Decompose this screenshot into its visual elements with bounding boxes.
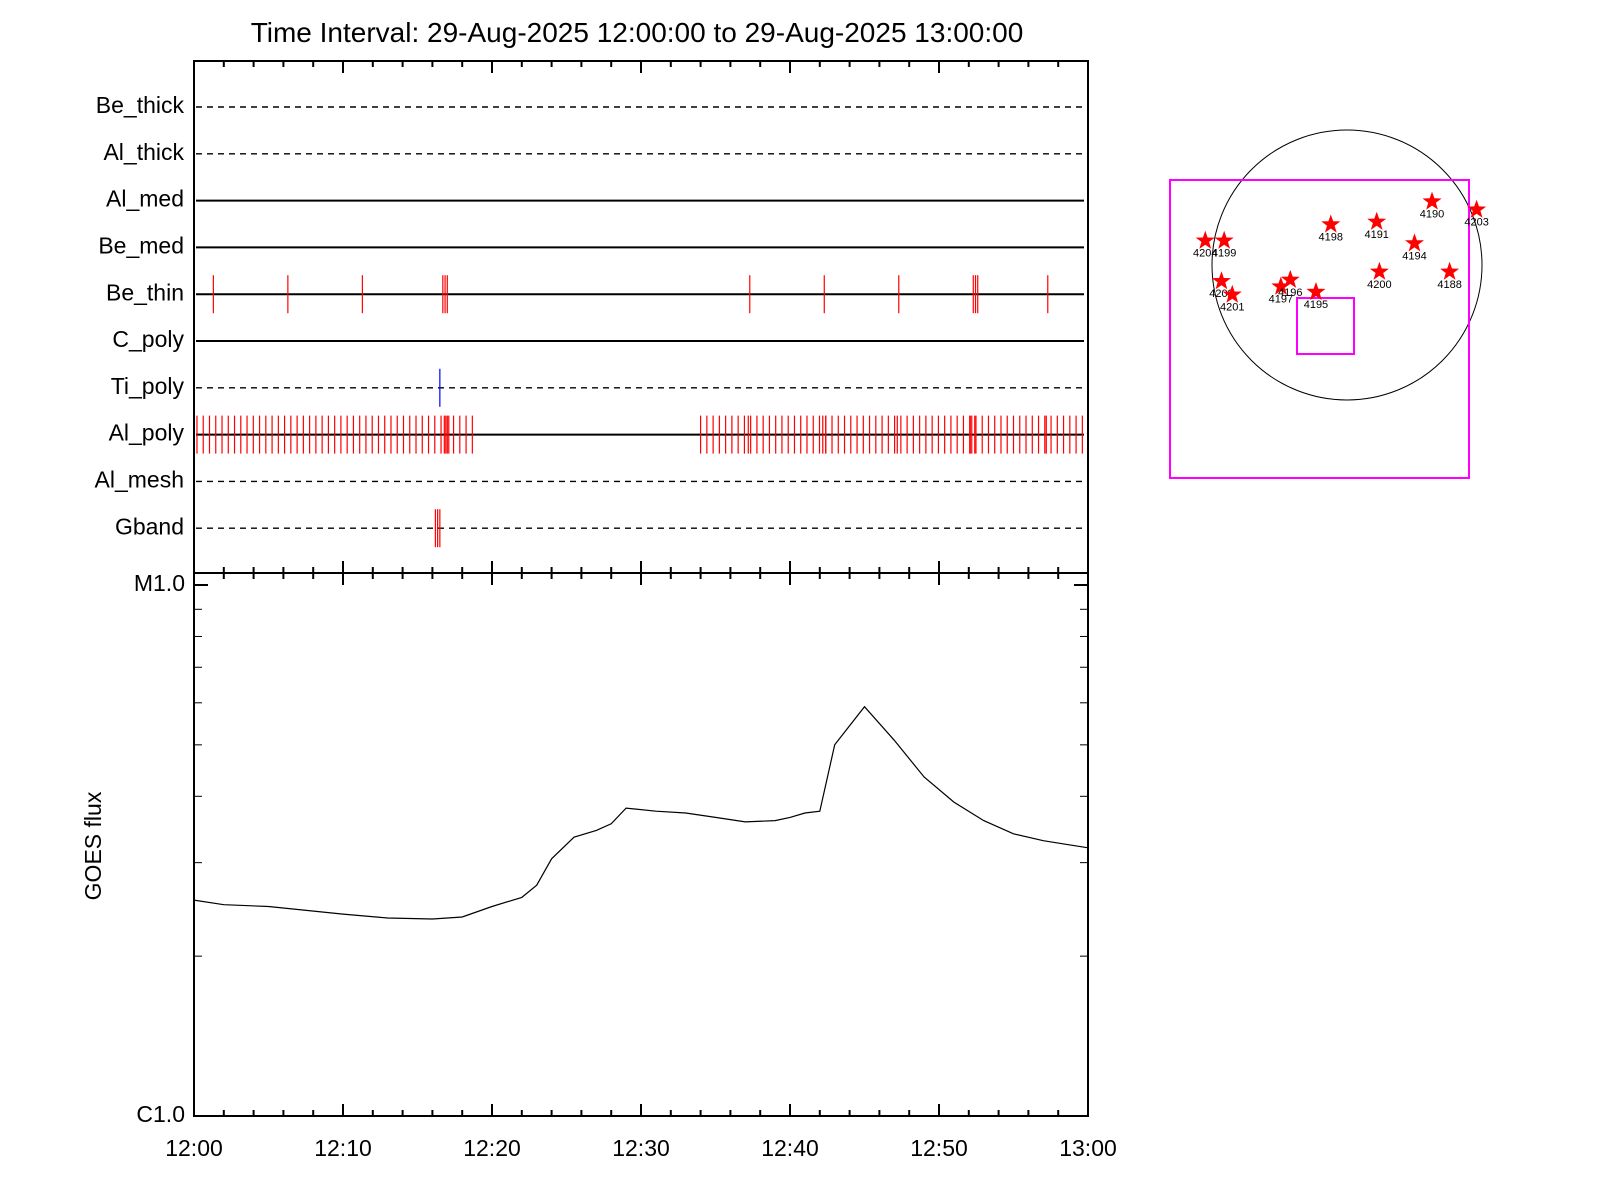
field-of-view-frame (1169, 179, 1470, 479)
filter-label-al-mesh: Al_mesh (95, 466, 184, 492)
x-tick-labels: 12:00 12:10 12:20 12:30 12:40 12:50 13:0… (165, 1135, 1117, 1161)
solar-disk (1211, 129, 1483, 401)
goes-panel-frame (193, 572, 1089, 1117)
region-marker (1367, 211, 1387, 230)
filter-label-al-poly: Al_poly (109, 420, 185, 446)
region-label: 4196 (1278, 287, 1302, 299)
filter-label-be-thin: Be_thin (106, 279, 184, 305)
filter-label-be-med: Be_med (98, 232, 184, 258)
filter-rows: Be_thick Al_thick Al_med Be_med Be_thin C_pol… (95, 92, 1084, 539)
x-tick-label: 12:00 (165, 1135, 223, 1161)
region-marker (1222, 284, 1242, 303)
region-marker (1369, 261, 1389, 280)
region-label: 4200 (1367, 279, 1391, 291)
region-marker (1271, 276, 1291, 295)
goes-axis-ticks (193, 573, 1089, 1117)
filter-panel-frame (193, 60, 1089, 574)
top-time-ticks (193, 61, 1089, 573)
region-marker (1280, 269, 1300, 288)
x-tick-label: 12:20 (463, 1135, 521, 1161)
x-tick-label: 12:10 (314, 1135, 372, 1161)
goes-panel: C1.0 M1.0 GOES flux 12:00 12:10 12:20 12… (80, 570, 1117, 1161)
goes-flux-line (193, 705, 1089, 920)
region-marker (1422, 191, 1442, 210)
x-tick-label: 13:00 (1059, 1135, 1117, 1161)
region-label: 4198 (1319, 232, 1343, 244)
region-label: 4191 (1364, 229, 1388, 241)
filter-label-gband: Gband (115, 513, 184, 539)
chart-title: Time Interval: 29-Aug-2025 12:00:00 to 2… (251, 17, 1024, 48)
x-tick-label: 12:40 (761, 1135, 819, 1161)
region-marker (1321, 214, 1341, 233)
filter-marks (196, 275, 1083, 548)
x-tick-label: 12:50 (910, 1135, 968, 1161)
region-marker (1211, 271, 1231, 290)
region-marker (1405, 233, 1424, 252)
region-label: 4195 (1304, 299, 1328, 311)
pointing-box (1296, 297, 1355, 355)
y-tick-label-c1: C1.0 (136, 1101, 185, 1127)
filter-label-ti-poly: Ti_poly (111, 373, 185, 399)
x-tick-label: 12:30 (612, 1135, 670, 1161)
region-marker (1195, 230, 1215, 249)
region-marker (1306, 282, 1326, 301)
region-marker (1467, 199, 1487, 218)
region-label: 4204 (1193, 248, 1217, 260)
region-label: 4199 (1212, 248, 1236, 260)
region-label: 4197 (1269, 294, 1293, 306)
y-axis-label: GOES flux (80, 791, 106, 900)
region-marker (1440, 261, 1460, 280)
region-label: 4201 (1220, 302, 1244, 314)
filter-label-al-thick: Al_thick (103, 139, 184, 165)
y-tick-label-m1: M1.0 (134, 570, 185, 596)
region-label: 4194 (1402, 250, 1426, 262)
filter-label-al-med: Al_med (106, 186, 184, 212)
region-label: 4202 (1209, 288, 1233, 300)
region-label: 4188 (1437, 279, 1461, 291)
region-label: 4203 (1464, 217, 1488, 229)
filter-panel: Be_thick Al_thick Al_med Be_med Be_thin C_pol… (95, 60, 1089, 574)
filter-label-c-poly: C_poly (112, 326, 184, 352)
region-label: 4190 (1420, 209, 1444, 221)
region-marker (1214, 230, 1234, 249)
filter-label-be-thick: Be_thick (96, 92, 185, 118)
